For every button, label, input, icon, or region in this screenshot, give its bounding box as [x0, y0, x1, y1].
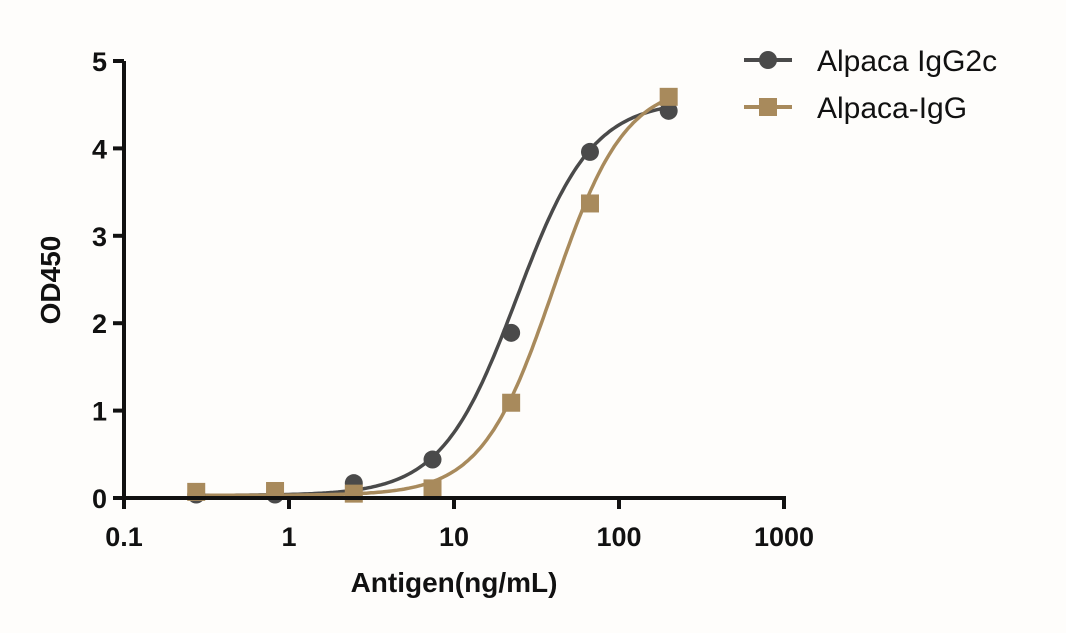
y-tick-label: 3	[92, 222, 107, 252]
y-tick-label: 2	[92, 309, 107, 339]
legend-label: Alpaca IgG2c	[817, 45, 997, 78]
x-tick-label: 1	[281, 522, 296, 552]
data-point-square	[580, 194, 599, 213]
x-tick-label: 1000	[754, 522, 814, 552]
data-point-square	[423, 479, 442, 498]
fit-curve-1	[196, 105, 670, 498]
legend-circle-icon	[759, 51, 777, 69]
x-tick-label: 0.1	[105, 522, 143, 552]
data-point-circle	[502, 323, 521, 342]
y-tick-label: 5	[92, 47, 107, 77]
data-point-circle	[423, 450, 442, 469]
data-point-square	[659, 87, 678, 106]
data-point-circle	[659, 101, 678, 120]
legend: Alpaca IgG2c Alpaca-IgG	[744, 45, 997, 125]
x-ticks: 0.1 1 10 100 1000	[105, 498, 814, 552]
legend-label: Alpaca-IgG	[817, 92, 967, 125]
x-axis-title: Antigen(ng/mL)	[351, 567, 558, 598]
legend-square-icon	[759, 98, 777, 116]
fit-curve-2	[196, 97, 670, 498]
x-tick-label: 100	[596, 522, 641, 552]
y-axis-title: OD450	[35, 236, 66, 325]
plot-area	[187, 87, 678, 504]
y-tick-label: 4	[92, 134, 107, 164]
data-point-circle	[580, 142, 599, 161]
y-ticks: 0 1 2 3 4 5	[92, 47, 124, 514]
data-point-square	[266, 482, 285, 501]
y-tick-label: 0	[92, 484, 107, 514]
data-point-square	[502, 393, 521, 412]
x-tick-label: 10	[439, 522, 469, 552]
axes: 0 1 2 3 4 5 0.1 1 10 100 1000	[92, 47, 814, 552]
y-tick-label: 1	[92, 397, 107, 427]
